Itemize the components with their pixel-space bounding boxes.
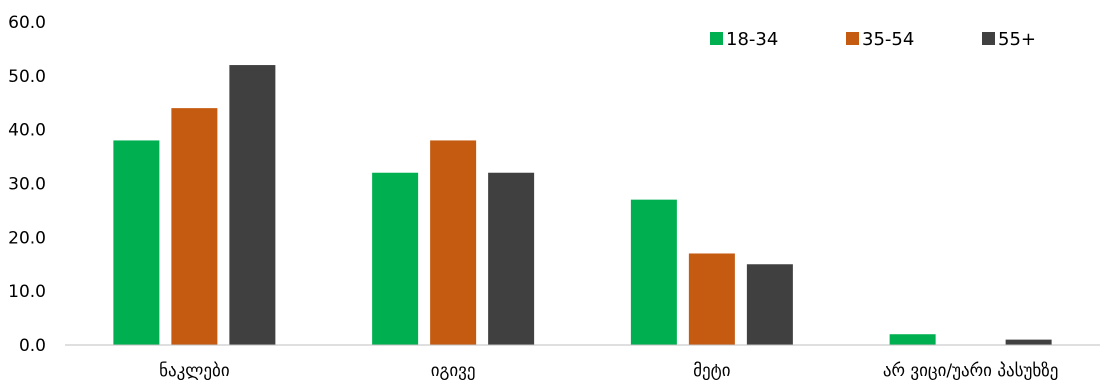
- bar-1834-2: [630, 199, 677, 345]
- x-category-label: მეტი: [693, 361, 730, 381]
- bar-55-2: [746, 264, 793, 345]
- x-axis-labels: ნაკლები იგივე მეტი არ ვიცი/უარი პასუხზე: [159, 361, 1058, 381]
- bar-3554-0: [171, 108, 218, 345]
- x-category-label: ნაკლები: [159, 361, 230, 381]
- x-category-label: არ ვიცი/უარი პასუხზე: [883, 361, 1059, 381]
- legend-label: 35-54: [862, 29, 914, 50]
- legend-label: 55+: [998, 29, 1036, 50]
- legend-label: 18-34: [726, 29, 778, 50]
- y-tick-label: 40.0: [8, 121, 46, 141]
- bar-1834-1: [372, 172, 419, 345]
- y-tick-label: 50.0: [8, 67, 46, 87]
- y-tick-label: 20.0: [8, 228, 46, 248]
- y-axis-ticks: 0.0 10.0 20.0 30.0 40.0 50.0 60.0: [8, 13, 46, 356]
- bar-1834-3: [889, 334, 936, 345]
- bar-1834-0: [113, 140, 160, 345]
- legend-swatch: [846, 32, 859, 45]
- y-tick-label: 60.0: [8, 13, 46, 33]
- legend-swatch: [710, 32, 723, 45]
- legend: 18-34 35-54 55+: [710, 29, 1036, 50]
- bar-3554-1: [430, 140, 477, 345]
- bars: [113, 65, 1052, 346]
- bar-55-0: [229, 65, 276, 346]
- x-category-label: იგივე: [431, 361, 476, 381]
- bar-55-1: [488, 172, 535, 345]
- bar-3554-2: [688, 253, 735, 345]
- legend-swatch: [982, 32, 995, 45]
- bar-55-3: [1005, 339, 1052, 345]
- y-tick-label: 10.0: [8, 282, 46, 302]
- y-tick-label: 30.0: [8, 175, 46, 195]
- y-tick-label: 0.0: [19, 336, 46, 356]
